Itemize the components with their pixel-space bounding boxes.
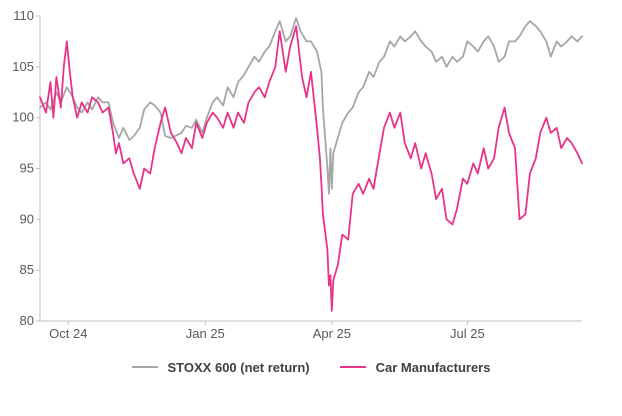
legend-label-stoxx: STOXX 600 (net return) [167, 359, 310, 375]
legend-item-stoxx: STOXX 600 (net return) [131, 359, 310, 375]
legend-item-car-manufacturers: Car Manufacturers [339, 359, 491, 375]
x-tick-label: Oct 24 [49, 326, 87, 341]
legend-label-car-manufacturers: Car Manufacturers [375, 359, 491, 375]
y-tick-label: 90 [20, 211, 34, 226]
y-tick-label: 95 [20, 161, 34, 176]
legend-swatch-car-manufacturers [339, 366, 366, 368]
y-tick-label: 85 [20, 262, 34, 277]
y-tick-label: 110 [13, 8, 34, 23]
series-line-stoxx-600 [39, 17, 583, 195]
x-tick-label: Jan 25 [186, 326, 225, 341]
legend: STOXX 600 (net return) Car Manufacturers [0, 352, 622, 382]
x-axis: Oct 24 Jan 25 Apr 25 Jul 25 [40, 320, 582, 341]
series-layer [39, 17, 583, 312]
y-tick-label: 80 [20, 313, 34, 328]
y-tick-label: 100 [12, 110, 34, 125]
y-tick-label: 105 [12, 59, 34, 74]
x-tick-label: Jul 25 [450, 326, 485, 341]
legend-swatch-stoxx [131, 366, 158, 368]
series-line-car-manufacturers [39, 25, 583, 312]
x-tick-label: Apr 25 [313, 326, 351, 341]
y-axis: 80 85 90 95 100 105 110 [12, 8, 41, 328]
